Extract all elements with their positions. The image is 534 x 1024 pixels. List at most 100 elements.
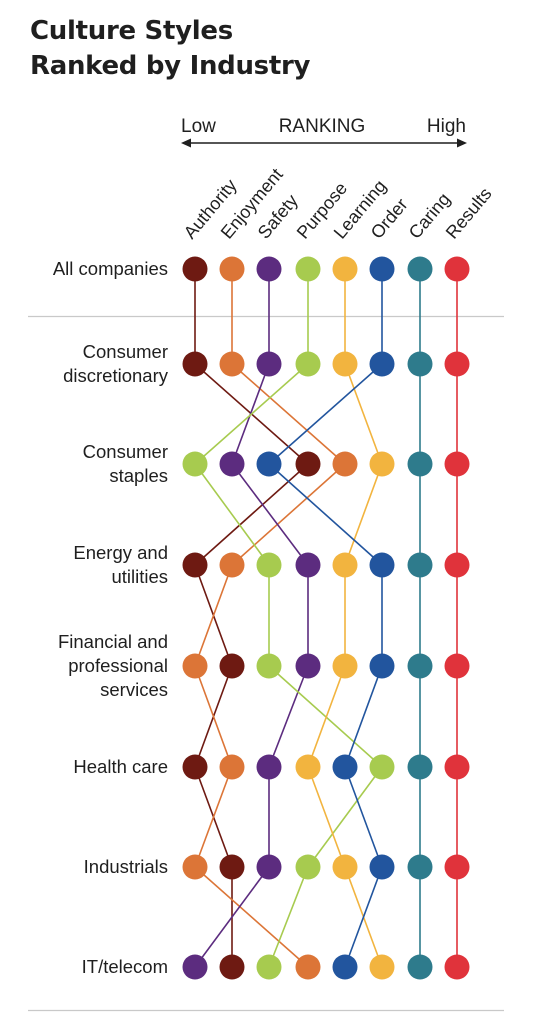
line-purpose-5 xyxy=(307,766,383,868)
dot-it-telecom-authority xyxy=(219,954,245,980)
dot-financial-and-professional-services-enjoyment xyxy=(182,653,208,679)
dot-it-telecom-order xyxy=(332,954,358,980)
dot-financial-and-professional-services-purpose xyxy=(256,653,282,679)
dot-energy-and-utilities-caring xyxy=(407,552,433,578)
axis-arrow-right-head xyxy=(457,138,467,148)
dot-financial-and-professional-services-order xyxy=(369,653,395,679)
line-enjoyment-4 xyxy=(194,665,233,768)
line-purpose-2 xyxy=(194,463,270,566)
ranking-axis: Low RANKING High xyxy=(181,116,467,148)
line-order-1 xyxy=(268,363,383,465)
row-label-industrials: Industrials xyxy=(84,856,168,877)
line-purpose-4 xyxy=(268,665,383,768)
line-safety-2 xyxy=(231,463,309,566)
dot-consumer-staples-order xyxy=(256,451,282,477)
dot-all-companies-learning xyxy=(332,256,358,282)
dot-financial-and-professional-services-learning xyxy=(332,653,358,679)
row-label-all-companies: All companies xyxy=(53,258,168,279)
axis-low-label: Low xyxy=(181,116,216,137)
axis-ranking-label: RANKING xyxy=(279,116,366,137)
line-order-2 xyxy=(268,463,383,566)
line-enjoyment-3 xyxy=(194,564,233,667)
dot-energy-and-utilities-results xyxy=(444,552,470,578)
line-purpose-1 xyxy=(194,363,309,465)
line-enjoyment-2 xyxy=(231,463,346,566)
dot-industrials-safety xyxy=(256,854,282,880)
dot-health-care-order xyxy=(332,754,358,780)
style-column-labels: AuthorityEnjoymentSafetyPurposeLearningO… xyxy=(180,165,496,243)
dot-health-care-safety xyxy=(256,754,282,780)
dot-all-companies-authority xyxy=(182,256,208,282)
row-label-energy-and-utilities-line-1: Energy and xyxy=(73,542,168,563)
dot-energy-and-utilities-safety xyxy=(295,552,321,578)
dot-consumer-staples-enjoyment xyxy=(332,451,358,477)
dot-energy-and-utilities-learning xyxy=(332,552,358,578)
dot-it-telecom-learning xyxy=(369,954,395,980)
dot-industrials-authority xyxy=(219,854,245,880)
dot-consumer-discretionary-safety xyxy=(256,351,282,377)
dot-all-companies-enjoyment xyxy=(219,256,245,282)
dot-industrials-learning xyxy=(332,854,358,880)
line-order-6 xyxy=(344,866,383,968)
dot-consumer-discretionary-learning xyxy=(332,351,358,377)
dot-all-companies-caring xyxy=(407,256,433,282)
dot-it-telecom-safety xyxy=(182,954,208,980)
row-label-health-care: Health care xyxy=(73,756,168,777)
dot-energy-and-utilities-enjoyment xyxy=(219,552,245,578)
line-purpose-6 xyxy=(268,866,309,968)
dot-consumer-staples-authority xyxy=(295,451,321,477)
row-label-consumer-discretionary-line-2: discretionary xyxy=(63,365,169,386)
dot-all-companies-purpose xyxy=(295,256,321,282)
dot-all-companies-order xyxy=(369,256,395,282)
dot-financial-and-professional-services-safety xyxy=(295,653,321,679)
dot-consumer-discretionary-authority xyxy=(182,351,208,377)
dot-consumer-staples-learning xyxy=(369,451,395,477)
dot-health-care-results xyxy=(444,754,470,780)
line-enjoyment-5 xyxy=(194,766,233,868)
connector-lines xyxy=(194,269,458,968)
dot-consumer-staples-safety xyxy=(219,451,245,477)
line-learning-2 xyxy=(344,463,383,566)
dot-all-companies-results xyxy=(444,256,470,282)
line-order-4 xyxy=(344,665,383,768)
column-label-results: Results xyxy=(442,184,496,243)
dot-industrials-order xyxy=(369,854,395,880)
dot-consumer-staples-purpose xyxy=(182,451,208,477)
dot-financial-and-professional-services-results xyxy=(444,653,470,679)
dot-consumer-discretionary-order xyxy=(369,351,395,377)
dot-consumer-staples-results xyxy=(444,451,470,477)
dot-all-companies-safety xyxy=(256,256,282,282)
line-safety-6 xyxy=(194,866,270,968)
line-enjoyment-6 xyxy=(194,866,309,968)
axis-high-label: High xyxy=(427,116,466,137)
dot-it-telecom-caring xyxy=(407,954,433,980)
dot-it-telecom-purpose xyxy=(256,954,282,980)
line-enjoyment-1 xyxy=(231,363,346,465)
dot-industrials-results xyxy=(444,854,470,880)
axis-arrow-left-head xyxy=(181,138,191,148)
chart-title: Culture Styles Ranked by Industry xyxy=(30,14,510,84)
line-authority-2 xyxy=(194,463,309,566)
dot-industrials-enjoyment xyxy=(182,854,208,880)
dot-consumer-discretionary-caring xyxy=(407,351,433,377)
dot-financial-and-professional-services-caring xyxy=(407,653,433,679)
dot-consumer-staples-caring xyxy=(407,451,433,477)
dot-consumer-discretionary-purpose xyxy=(295,351,321,377)
row-label-consumer-staples-line-2: staples xyxy=(109,465,168,486)
row-label-financial-and-professional-services-line-3: services xyxy=(100,679,168,700)
row-label-consumer-discretionary-line-1: Consumer xyxy=(83,341,168,362)
dot-industrials-purpose xyxy=(295,854,321,880)
dot-energy-and-utilities-authority xyxy=(182,552,208,578)
line-learning-4 xyxy=(307,665,346,768)
dot-health-care-authority xyxy=(182,754,208,780)
dot-consumer-discretionary-results xyxy=(444,351,470,377)
dot-energy-and-utilities-order xyxy=(369,552,395,578)
line-order-5 xyxy=(344,766,383,868)
dot-health-care-purpose xyxy=(369,754,395,780)
row-label-financial-and-professional-services-line-1: Financial and xyxy=(58,631,168,652)
dot-financial-and-professional-services-authority xyxy=(219,653,245,679)
dot-energy-and-utilities-purpose xyxy=(256,552,282,578)
row-label-it-telecom: IT/telecom xyxy=(82,956,168,977)
rank-dots xyxy=(182,256,470,980)
dot-consumer-discretionary-enjoyment xyxy=(219,351,245,377)
